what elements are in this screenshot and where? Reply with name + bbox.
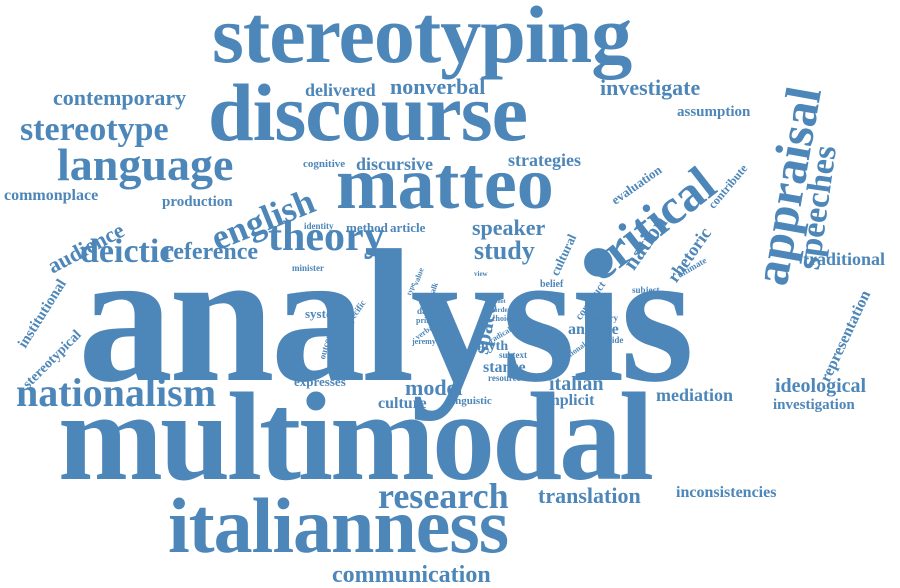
word-nonverbal: nonverbal xyxy=(390,74,486,99)
word-investigation: investigation xyxy=(773,397,855,413)
word-minister: minister xyxy=(292,263,324,273)
word-stereotype: stereotype xyxy=(20,111,169,148)
word-translation: translation xyxy=(538,483,641,508)
word-power: power xyxy=(543,290,562,298)
word-research: research xyxy=(378,476,509,516)
word-representation: representation xyxy=(817,287,875,385)
word-deictic: deictic xyxy=(80,233,175,270)
word-assumption: assumption xyxy=(677,104,751,120)
word-identity: identity xyxy=(304,221,334,231)
word-provide: provide xyxy=(594,335,624,345)
word-italianness: italianness xyxy=(168,482,509,569)
word-mediation: mediation xyxy=(656,385,734,405)
word-contemporary: contemporary xyxy=(53,85,187,110)
word-model: model xyxy=(405,375,463,400)
word-study: study xyxy=(474,236,535,265)
word-jeremy: jeremy xyxy=(412,337,436,346)
word-speaker: speaker xyxy=(472,215,546,240)
word-myth: myth xyxy=(477,339,509,354)
word-inconsistencies: inconsistencies xyxy=(676,484,777,501)
word-theory: theory xyxy=(268,214,385,260)
word-ideological: ideological xyxy=(775,375,867,397)
word-traditional: traditional xyxy=(803,249,886,269)
word-implicit: implicit xyxy=(542,392,595,409)
word-discursive: discursive xyxy=(356,154,434,174)
word-resource: resource xyxy=(488,373,521,383)
word-view: view xyxy=(474,270,488,278)
word-country: country xyxy=(588,313,618,323)
word-analyse: analyse xyxy=(568,321,619,338)
word-nationalism: nationalism xyxy=(16,370,217,415)
word-italian: italian xyxy=(549,373,604,395)
word-prime: prime xyxy=(416,316,437,325)
word-communication: communication xyxy=(332,562,491,588)
word-strategies: strategies xyxy=(508,150,581,170)
word-discourse: discourse xyxy=(208,67,528,158)
word-choice: choice xyxy=(492,314,514,323)
word-multimodal: multimodal xyxy=(58,368,654,507)
word-system: system xyxy=(305,306,343,321)
word-pilot: pilot xyxy=(494,299,506,305)
word-order: order xyxy=(494,306,511,314)
word-analysis: analysis xyxy=(78,212,694,422)
word-subject: subject xyxy=(632,285,660,295)
word-language: language xyxy=(57,139,234,190)
word-commonplace: commonplace xyxy=(4,187,99,204)
word-belief: belief xyxy=(540,279,564,290)
word-subtext: subtext xyxy=(499,350,528,360)
word-matteo: matteo xyxy=(336,143,554,225)
word-delivered: delivered xyxy=(305,80,376,100)
word-reference: reference xyxy=(163,239,259,265)
word-expresses: expresses xyxy=(294,374,346,389)
word-article: article xyxy=(390,220,426,235)
word-production: production xyxy=(162,194,233,210)
word-linguistic: linguistic xyxy=(449,395,492,407)
word-investigate: investigate xyxy=(600,75,701,100)
word-data: data xyxy=(417,306,435,316)
word-cognitive: cognitive xyxy=(303,158,346,170)
word-method: method xyxy=(346,220,388,235)
word-stance: stance xyxy=(483,359,526,376)
word-stereotyping: stereotyping xyxy=(212,0,632,80)
word-culture: culture xyxy=(378,395,427,412)
